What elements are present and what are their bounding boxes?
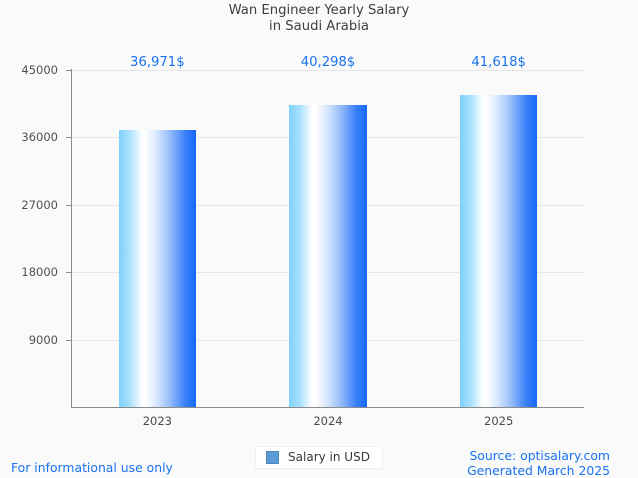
generated-date-text: Generated March 2025 (467, 463, 610, 478)
y-axis-tick-label: 27000 (21, 197, 58, 212)
source-attribution: Source: optisalary.com Generated March 2… (467, 448, 610, 478)
bar-value-label: 41,618$ (471, 55, 526, 70)
chart-title-line1: Wan Engineer Yearly Salary (228, 3, 410, 18)
y-axis-tick-label: 18000 (21, 265, 58, 280)
x-axis-category-label: 2023 (142, 414, 172, 428)
plot-area: 9000 18000 27000 36000 45000 (21, 63, 584, 407)
y-axis-tick-mark (66, 137, 72, 139)
bar-value-label: 40,298$ (300, 55, 356, 70)
source-text: Source: optisalary.com (469, 448, 610, 463)
chart-subtitle: in Saudi Arabia (269, 19, 369, 34)
y-axis-tick-label: 9000 (28, 332, 58, 347)
chart-legend: Salary in USD (0, 446, 638, 469)
x-axis-category-label: 2025 (484, 414, 514, 428)
chart-title: Wan Engineer Yearly Salary in Saudi Arab… (0, 3, 638, 35)
y-axis-tick-mark (66, 70, 72, 71)
legend-item-salary[interactable]: Salary in USD (255, 446, 383, 469)
y-axis-tick-label: 45000 (21, 63, 58, 77)
bar-2025[interactable] (459, 95, 538, 407)
legend-color-swatch-icon (266, 450, 280, 464)
bar-2023[interactable] (118, 130, 197, 407)
y-axis-tick-mark (66, 204, 72, 206)
gridline (72, 70, 584, 71)
x-axis-category-label: 2024 (313, 414, 343, 428)
bar-value-label: 36,971$ (130, 55, 185, 70)
bar-2024[interactable] (289, 105, 367, 407)
legend-item-label: Salary in USD (288, 450, 370, 464)
y-axis-tick-mark (66, 272, 72, 274)
y-axis-tick-mark (66, 339, 72, 341)
y-axis-tick-label: 36000 (21, 130, 58, 145)
disclaimer-text: For informational use only (11, 460, 173, 475)
x-axis-line (71, 407, 584, 408)
y-axis-line (71, 69, 72, 408)
